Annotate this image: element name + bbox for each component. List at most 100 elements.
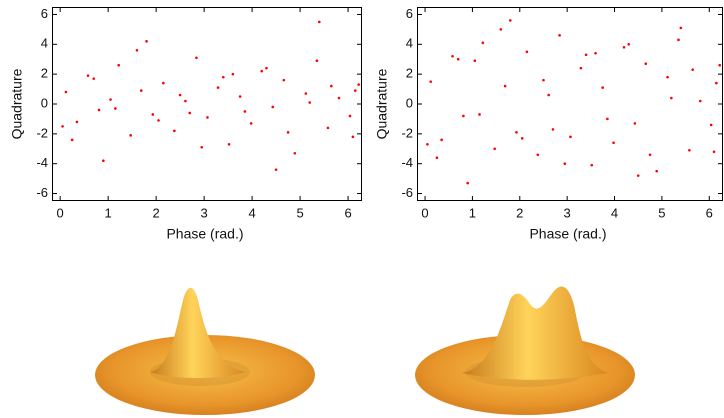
scatter-point [627,43,631,46]
scatter-point [184,99,187,103]
scatter-point [206,116,209,119]
scatter-point [317,20,321,24]
scatter-point [92,77,96,80]
scatter-point [451,54,454,58]
scatter-point [679,26,683,30]
scatter-point [644,62,648,66]
y-tick-label: -4 [36,155,48,170]
scatter-point [188,111,192,115]
x-tick-label: 3 [201,205,208,220]
scatter-point [493,147,496,151]
scatter-point [151,113,155,116]
x-tick-label: 0 [421,205,428,220]
scatter-point [145,40,148,43]
scatter-point [670,96,673,100]
scatter-point [286,131,290,134]
scatter-point [481,41,485,45]
x-tick-label: 6 [344,205,351,220]
y-axis-label: Quadrature [374,68,390,139]
scatter-point [243,110,247,113]
scatter-point [61,125,64,128]
scatter-point [563,162,567,165]
scatter-point [64,90,68,94]
y-tick-label: -6 [36,185,48,200]
scatter-point [304,92,308,95]
scatter-point [542,78,545,82]
scatter-point [97,108,101,112]
scatter-point [109,98,112,101]
scatter-point [666,75,669,79]
scatter-point [274,168,278,171]
scatter-point [712,150,716,154]
scatter-point [478,113,481,116]
x-tick-label: 0 [57,205,64,220]
scatter-point [715,81,718,85]
scatter-point [231,72,235,76]
scatter-point [718,63,721,67]
scatter-point [260,69,264,73]
y-tick-label: 0 [41,95,48,110]
scatter-point [536,153,540,157]
x-tick-label: 1 [469,205,476,220]
scatter-point [601,86,604,89]
scatter-point [173,129,176,133]
scatter-point [426,142,429,146]
scatter-point [709,123,713,127]
x-axis-label: Phase (rad.) [529,226,606,242]
scatter-point [326,126,330,130]
scatter-point [308,101,311,104]
x-tick-label: 1 [105,205,112,220]
wigner-surface-right [415,286,635,415]
scatter-point [216,86,220,89]
scatter-point [688,148,691,152]
x-tick-label: 3 [564,205,571,220]
scatter-point [271,105,275,109]
scatter-point [655,169,658,173]
y-tick-label: -2 [36,125,48,140]
scatter-point [612,141,615,145]
scatter-point [456,57,460,61]
scatter-point [329,84,333,88]
scatter-point [114,107,117,110]
scatter-point [462,114,465,118]
scatter-point [440,138,443,142]
scatter-point [162,81,165,85]
scatter-point [435,156,439,160]
scatter-point [200,145,204,149]
y-tick-label: 2 [41,66,48,81]
scatter-point [636,174,640,177]
scatter-point [353,89,357,92]
scatter-point [466,181,469,185]
scatter-point [129,134,132,137]
scatter-point [594,51,597,55]
x-tick-label: 4 [611,205,618,220]
scatter-point [337,96,341,100]
scatter-point [139,89,143,92]
scatter-point [282,78,286,82]
scatter-point [238,95,242,98]
scatter-point [157,119,160,122]
scatter-point [520,137,524,140]
y-tick-label: 6 [406,6,413,21]
scatter-point [222,75,225,79]
scatter-point [195,56,198,60]
x-tick-label: 4 [248,205,255,220]
x-tick-label: 5 [658,205,665,220]
y-tick-label: 4 [406,36,413,51]
scatter-point [178,93,182,97]
scatter-point [357,83,360,86]
scatter-point [691,68,694,71]
scatter-point [348,114,352,118]
scatter-point [227,142,231,146]
scatter-point [75,120,79,124]
plot-frame [52,7,362,201]
scatter-point [509,19,512,22]
x-tick-label: 2 [153,205,160,220]
scatter-point [473,59,477,63]
scatter-point [551,128,555,131]
y-tick-label: 6 [41,6,48,21]
scatter-point [117,63,121,67]
scatter-point [584,53,588,57]
y-tick-label: 0 [406,95,413,110]
scatter-point [633,122,637,125]
